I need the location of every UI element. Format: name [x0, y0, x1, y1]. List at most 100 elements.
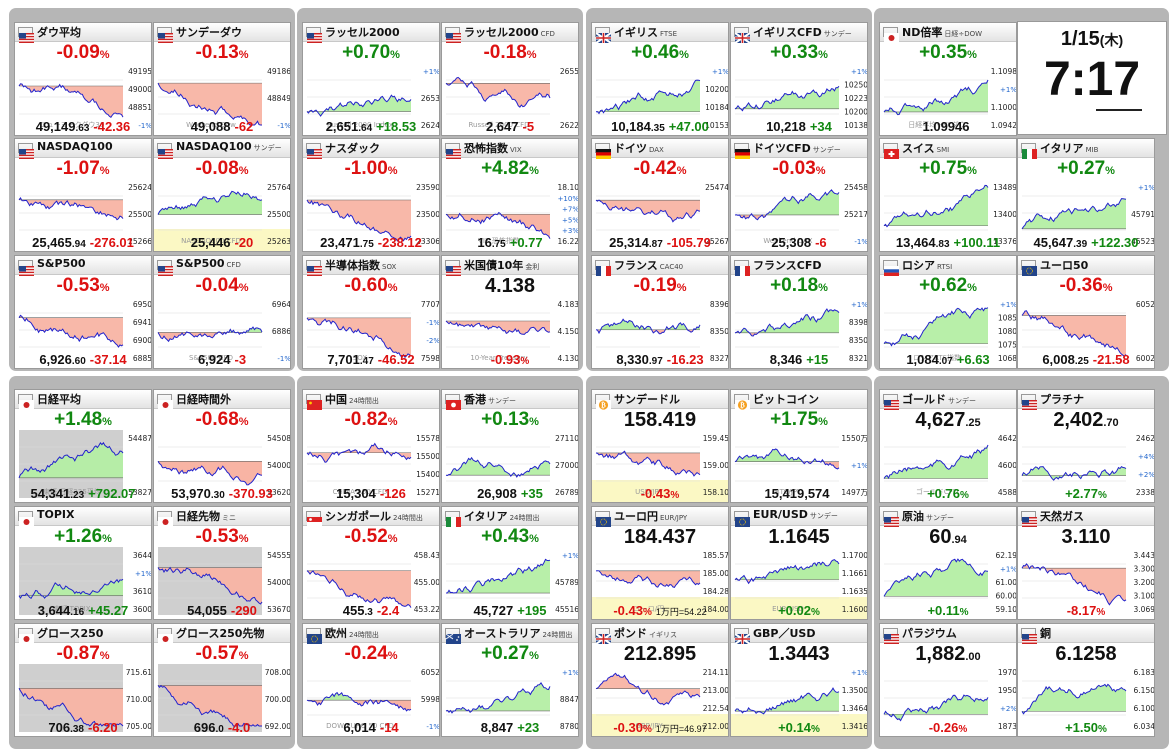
flag-icon	[157, 628, 173, 644]
svg-text:1.1661: 1.1661	[842, 569, 868, 578]
market-tile[interactable]: ₿ サンデードル 158.419 USD/JPY 159.45 159.00 158.10 -…	[591, 389, 729, 503]
market-tile[interactable]: ラッセル2000 CFD -0.18% Russell 2000 CFD 2655 262…	[441, 22, 579, 136]
market-tile[interactable]: ドイツCFD サンデー -0.03% Weekend DAX 25458 25217 -1%…	[730, 138, 868, 252]
tile-value: 49,088 -62	[190, 119, 254, 134]
market-tile[interactable]: ゴールド サンデー 4,627.25 ゴールドCFD 4642 4600 4588 +0.76…	[879, 389, 1017, 503]
market-tile[interactable]: フランスCFD +0.18% +1% 8398 8350 8321 8,346 +15	[730, 255, 868, 369]
market-tile[interactable]: ダウ平均 -0.09% ニューヨークダウ30 49195 49000 48851 -1% 49…	[14, 22, 152, 136]
market-tile[interactable]: ポンド イギリス 212.895 GBP/JPY 214.11 213.00 212.54 2…	[591, 623, 729, 737]
market-tile[interactable]: ラッセル2000 +0.70% Russell 2000 Index +1% 2653 2…	[302, 22, 440, 136]
svg-text:54487: 54487	[128, 434, 152, 443]
svg-text:8780: 8780	[560, 722, 579, 731]
market-tile[interactable]: ユーロ円 EUR/JPY 184.437 ユーロ/円 185.57 185.00 184.2…	[591, 506, 729, 620]
tile-header: ユーロ円 EUR/JPY	[592, 507, 728, 527]
market-tile[interactable]: イタリア 24時間出 +0.43% +1% 45789 45516 45,727 +195	[441, 506, 579, 620]
market-tile[interactable]: オーストラリア 24時間出 +0.27% +1% 8847 8780 8,847 +23	[441, 623, 579, 737]
flag-icon	[18, 511, 34, 527]
market-tile[interactable]: 香港 サンデー +0.13% 27110 27000 26789 26,908 +35	[441, 389, 579, 503]
tile-header: 恐怖指数 VIX	[442, 139, 578, 159]
market-tile[interactable]: ナスダック -1.00% 23590 23500 23306 23,471.75 -238.…	[302, 138, 440, 252]
market-tile[interactable]: グロース250先物 -0.57% 708.00 700.00 692.00 696.0 -4…	[153, 623, 291, 737]
market-tile[interactable]: ND倍率 日経÷DOW +0.35% 日経平均÷NYダウ 1.1098 +1% 1.1000…	[879, 22, 1017, 136]
svg-text:1873: 1873	[998, 722, 1017, 731]
tile-change: +0.11%	[927, 603, 969, 618]
tile-title: ND倍率 日経÷DOW	[902, 26, 983, 39]
market-tile[interactable]: イタリア MIB +0.27% +1% 45791 45523 45,647.39 +122.…	[1017, 138, 1155, 252]
tile-title: 中国 24時間出	[325, 393, 379, 406]
market-tile[interactable]: NASDAQ100 サンデー -0.08% NASDAQ100 CFD 25764 255…	[153, 138, 291, 252]
svg-text:6.150: 6.150	[1134, 686, 1155, 695]
market-tile[interactable]: NASDAQ100 -1.07% 25624 25500 25266 25,465.94-…	[14, 138, 152, 252]
market-tile[interactable]: ロシア RTSI +0.62% ロシアRTS指数 +1% 1085 1080 1075 1068…	[879, 255, 1017, 369]
market-tile[interactable]: 銅 6.1258 6.183 6.150 6.100 6.034 +1.50%	[1017, 623, 1155, 737]
tile-header: GBP／USD	[731, 624, 867, 645]
svg-text:45791: 45791	[1131, 210, 1155, 219]
flag-icon	[445, 27, 461, 43]
svg-text:1970: 1970	[998, 668, 1017, 677]
market-tile[interactable]: TOPIX +1.26% 東証 TOPIX 3644 +1% 3610 3600 3,644.…	[14, 506, 152, 620]
market-tile[interactable]: 恐怖指数 VIX +4.82% VIX 恐怖指数 18.10 +10% +7% +5% +3% 1…	[441, 138, 579, 252]
market-tile[interactable]: 米国債10年 金利 4.138 10-Year Treasury 4.183 4.150 4…	[441, 255, 579, 369]
svg-text:ユーロ/円: ユーロ/円	[634, 605, 664, 613]
market-tile[interactable]: GBP／USD 1.3443 +1% 1.3500 1.3464 1.3416 +0.14%	[730, 623, 868, 737]
tile-header: サンデーダウ	[154, 23, 290, 43]
market-tile[interactable]: グロース250 -0.87% 715.61 710.00 705.00 706.38 -6.…	[14, 623, 152, 737]
tile-chart: +1% 10200 10184 10153	[594, 63, 728, 131]
tile-value: 8,330.97 -16.23	[616, 352, 704, 367]
flag-icon	[595, 27, 612, 44]
svg-text:VIX 恐怖指数: VIX 恐怖指数	[478, 236, 520, 245]
market-tile[interactable]: プラチナ 2,402.70 2462 +4% +2% 2338 +2.77%	[1017, 389, 1155, 503]
tile-value: 8,847 +23	[480, 720, 540, 735]
tile-chart: 54508 54000 53620	[156, 430, 291, 498]
market-tile[interactable]: 日経先物 ミニ -0.53% 54555 54000 53670 54,055 -290	[153, 506, 291, 620]
svg-text:EUR/USD: EUR/USD	[772, 605, 804, 613]
svg-text:8327: 8327	[710, 354, 729, 363]
market-tile[interactable]: 原油 サンデー 60.94 62.19 +1% 61.00 60.00 59.10 +0.11%	[879, 506, 1017, 620]
svg-text:Russell 2000 Index: Russell 2000 Index	[327, 121, 393, 129]
tile-chart: Weekend Dow 49186 48849 -1%	[156, 63, 291, 131]
market-tile[interactable]: ユーロ50 -0.36% 6052 6002 6,008.25 -21.58	[1017, 255, 1155, 369]
market-tile[interactable]: S&P500 CFD -0.04% S&P500 CFD 6964 6886 -1% 6,92…	[153, 255, 291, 369]
svg-text:Russell 2000 CFD: Russell 2000 CFD	[468, 121, 529, 129]
svg-text:₿: ₿	[601, 402, 606, 410]
svg-text:-1%: -1%	[277, 122, 291, 130]
tile-change-percent: -0.68%	[195, 409, 249, 430]
tile-title: ドイツCFD サンデー	[753, 142, 841, 155]
tile-title: イタリア MIB	[1040, 142, 1099, 155]
svg-text:8321: 8321	[849, 354, 868, 363]
market-tile[interactable]: イギリスCFD サンデー +0.33% +1% 10250 10223 10200 10138…	[730, 22, 868, 136]
svg-text:54000: 54000	[267, 461, 291, 470]
market-tile[interactable]: サンデーダウ -0.13% Weekend Dow 49186 48849 -1% 49,0…	[153, 22, 291, 136]
market-tile[interactable]: 天然ガス 3.110 3.443 3.300 3.200 3.100 3.069 -8.17%	[1017, 506, 1155, 620]
market-tile[interactable]: S&P500 -0.53% 6950 6941 6900 6885 6,926.60 -37.…	[14, 255, 152, 369]
tile-value: 455.3 -2.4	[342, 603, 400, 618]
market-tile[interactable]: 半導体指数 SOX -0.60% SOX 7707 -1% -2% 7598 7,701.47-…	[302, 255, 440, 369]
tile-title: EUR/USD サンデー	[753, 508, 838, 521]
market-tile[interactable]: スイス SMI +0.75% 13489 13400 13376 13,464.83 +100…	[879, 138, 1017, 252]
tile-title: S&P500 CFD	[176, 257, 241, 270]
market-tile[interactable]: 欧州 24時間出 -0.24% DOW EURO 50 CFD 6052 5998 -1% 6…	[302, 623, 440, 737]
market-tile[interactable]: ドイツ DAX -0.42% 25474 25267 25,314.87 -105.79	[591, 138, 729, 252]
svg-text:1.1000: 1.1000	[991, 103, 1017, 112]
flag-icon	[1021, 394, 1037, 410]
market-tile[interactable]: パラジウム 1,882.00 1970 1950 +2% 1873 -0.26%	[879, 623, 1017, 737]
tile-change-percent: -0.87%	[56, 643, 110, 664]
market-tile[interactable]: 中国 24時間出 -0.82% CHINA A50 CFD 15578 15500 1540…	[302, 389, 440, 503]
market-tile[interactable]: EUR/USD サンデー 1.1645 EUR/USD 1.1700 1.1661 1.16…	[730, 506, 868, 620]
svg-text:45516: 45516	[555, 605, 579, 614]
market-tile[interactable]: イギリス FTSE +0.46% +1% 10200 10184 10153 10,184.3…	[591, 22, 729, 136]
svg-text:700.00: 700.00	[265, 695, 291, 704]
tile-change-percent: +1.75%	[770, 409, 828, 430]
tile-change-percent: -0.53%	[56, 275, 110, 296]
tile-title: ナスダック	[325, 142, 380, 155]
tile-value: 6,926.60 -37.14	[39, 352, 127, 367]
market-tile[interactable]: シンガポール 24時間出 -0.52% 458.43 455.00 453.22 455.3…	[302, 506, 440, 620]
flag-icon	[445, 511, 461, 527]
tile-chart: ゴールドCFD 4642 4600 4588	[882, 430, 1016, 498]
tile-value: 10,218 +34	[766, 119, 832, 134]
svg-text:S&P500 CFD: S&P500 CFD	[189, 354, 233, 362]
market-tile[interactable]: 日経平均 +1.48% 東証 日経225平均 54487 53827 54,341.23 +…	[14, 389, 152, 503]
market-tile[interactable]: ₿ ビットコイン +1.75% BTC/JPY 1550万 +1% 1497万 15,419,…	[730, 389, 868, 503]
market-tile[interactable]: 日経時間外 -0.68% 54508 54000 53620 53,970.30 -370.…	[153, 389, 291, 503]
market-tile[interactable]: フランス CAC40 -0.19% 8396 8350 8327 8,330.97 -16.2…	[591, 255, 729, 369]
